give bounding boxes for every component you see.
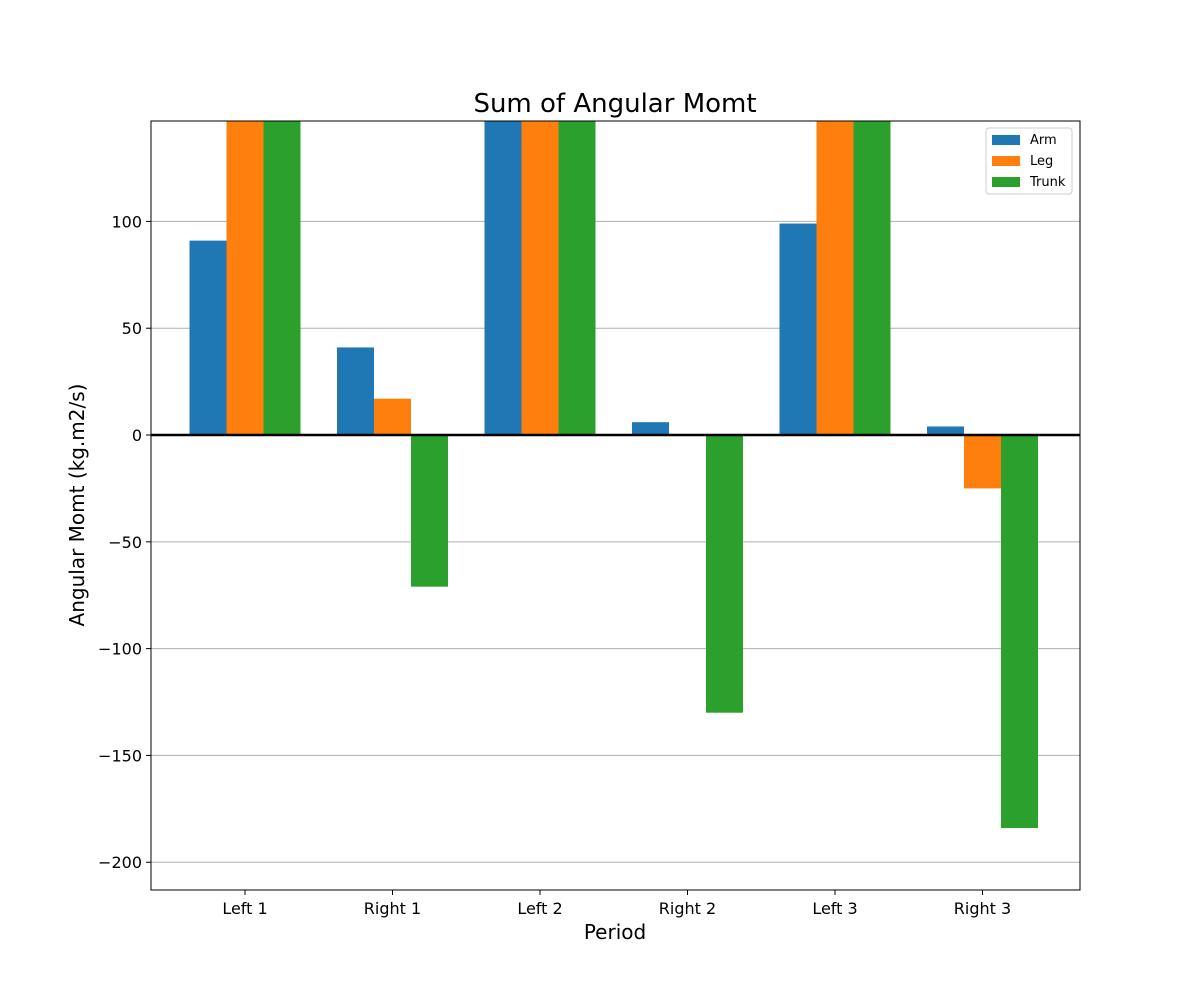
bar-trunk-right-1 — [411, 435, 448, 587]
bar-leg-left-1 — [226, 121, 264, 436]
x-tick-label: Left 3 — [812, 899, 857, 918]
y-tick-label: 100 — [111, 212, 142, 231]
bar-trunk-right-2 — [706, 435, 743, 713]
bar-arm-left-2 — [484, 121, 522, 436]
bar-arm-right-3 — [927, 426, 964, 436]
x-axis-label: Period — [584, 920, 646, 944]
y-tick-label: 0 — [132, 426, 142, 445]
chart-title: Sum of Angular Momt — [473, 89, 756, 119]
bar-arm-right-1 — [337, 347, 374, 436]
bar-leg-right-1 — [374, 398, 411, 436]
x-ticks: Left 1 Right 1 Left 2 Right 2 Left 3 Right 3 — [222, 890, 1011, 918]
y-tick-label: −50 — [108, 533, 142, 552]
bar-leg-left-3 — [816, 121, 854, 436]
bar-trunk-right-3 — [1001, 435, 1038, 829]
legend-label-leg: Leg — [1030, 154, 1053, 169]
legend: Arm Leg Trunk — [985, 127, 1073, 195]
x-tick-label: Left 2 — [517, 899, 562, 918]
y-tick-label: −200 — [98, 853, 142, 872]
x-tick-label: Left 1 — [222, 899, 267, 918]
bar-trunk-left-1 — [263, 121, 301, 436]
legend-swatch-arm — [992, 135, 1020, 145]
plot-frame — [150, 120, 1081, 891]
bar-leg-left-2 — [521, 121, 559, 436]
bar-arm-right-2 — [632, 422, 669, 436]
legend-label-trunk: Trunk — [1029, 175, 1066, 190]
y-tick-label: −150 — [98, 746, 142, 765]
bars — [189, 121, 1038, 829]
legend-swatch-leg — [992, 156, 1020, 166]
bar-arm-left-3 — [779, 223, 817, 436]
x-tick-label: Right 1 — [364, 899, 421, 918]
y-axis-label: Angular Momt (kg.m2/s) — [65, 384, 89, 627]
legend-label-arm: Arm — [1030, 133, 1057, 148]
x-tick-label: Right 2 — [659, 899, 716, 918]
bar-arm-left-1 — [189, 240, 227, 436]
y-tick-label: −100 — [98, 640, 142, 659]
x-tick-label: Right 3 — [954, 899, 1011, 918]
bar-leg-right-3 — [964, 435, 1001, 489]
legend-swatch-trunk — [992, 177, 1020, 187]
y-ticks: 100 50 0 −50 −100 −150 −200 — [98, 212, 151, 872]
y-tick-label: 50 — [122, 319, 142, 338]
bar-trunk-left-2 — [558, 121, 596, 436]
bar-trunk-left-3 — [853, 121, 891, 436]
